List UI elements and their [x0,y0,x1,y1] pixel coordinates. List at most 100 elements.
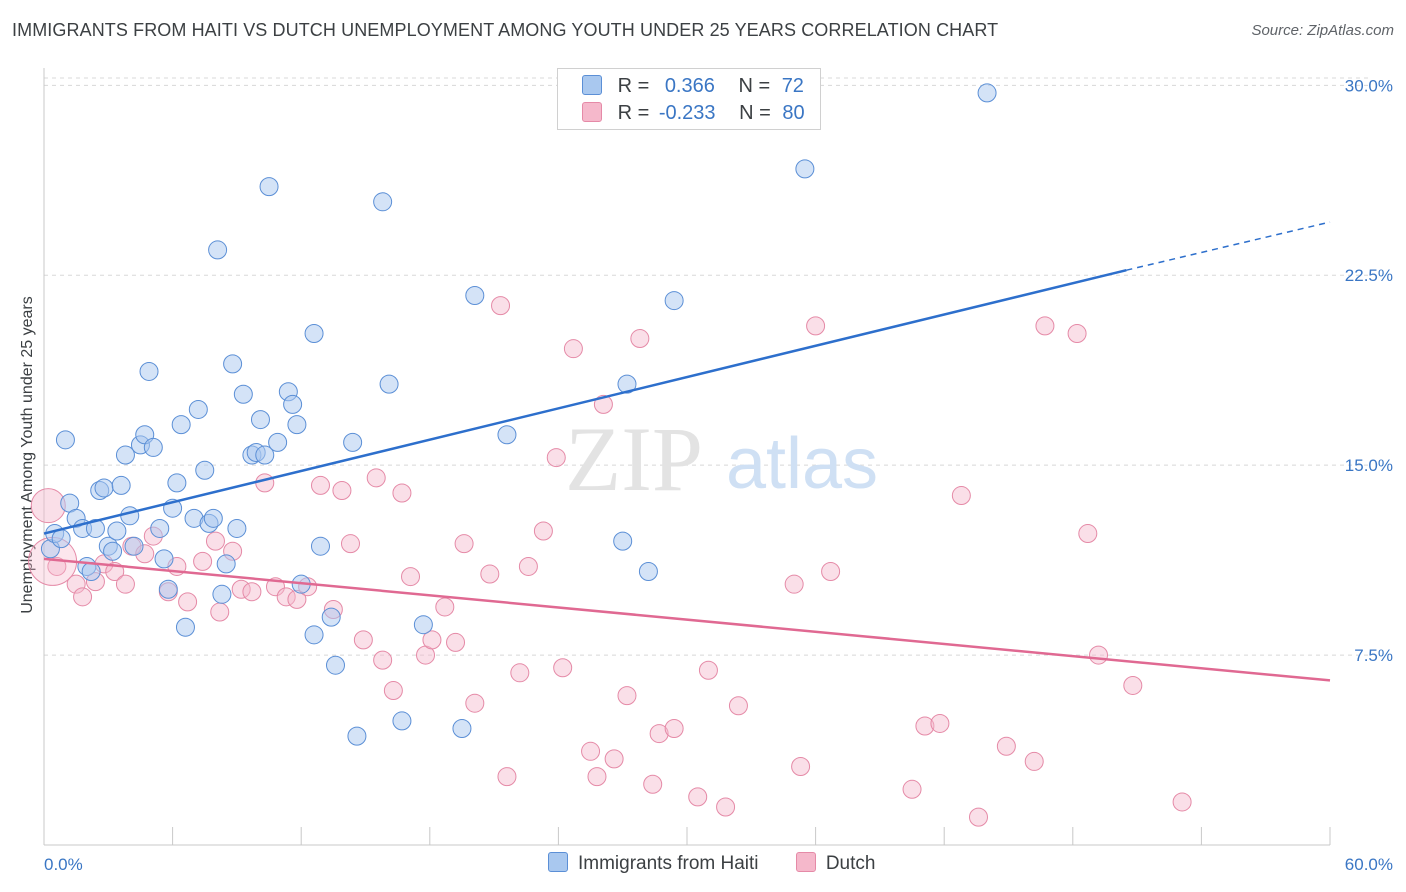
haiti-point [325,655,345,675]
dutch-point [951,486,971,506]
trend-lines [43,221,1331,682]
dutch-point [698,660,718,680]
dutch-legend-swatch [795,852,816,872]
dutch-point [497,767,517,787]
dutch-point [1078,524,1098,544]
dutch-point [806,316,826,336]
dutch-point [1024,751,1044,771]
legend-item-haiti: Immigrants from Haiti [548,852,759,875]
dutch-point [553,658,573,678]
dutch-point [996,736,1016,756]
haiti-point [51,529,71,549]
haiti-point [55,430,75,450]
x-tick-label: 60.0% [1345,855,1393,874]
dutch-point [210,602,230,622]
haiti-point [287,415,307,435]
haiti-point [347,726,367,746]
haiti-point [81,562,101,582]
dutch-point [1089,645,1109,665]
haiti-point [617,374,637,394]
gridlines [44,77,1368,656]
dutch-point [353,630,373,650]
haiti-point [120,506,140,526]
dutch-point [915,716,935,736]
haiti-point [150,518,170,538]
haiti-point [154,549,174,569]
y-tick-label: 15.0% [1345,456,1393,475]
dutch-point [821,562,841,582]
haiti-point [497,425,517,445]
dutch-point [373,650,393,670]
dutch-point [340,534,360,554]
dutch-point [563,339,583,359]
r-label: R = [617,75,650,97]
y-tick-label: 7.5% [1354,646,1393,665]
dutch-point [630,329,650,349]
haiti-point [304,625,324,645]
r-label: R = [617,102,650,124]
dutch-point [510,663,530,683]
dutch-point [422,630,442,650]
r-value: 0.366 [664,75,715,97]
dutch-point [454,534,474,554]
watermark: ZIP atlas [565,408,878,510]
legend-row-dutch: R = -0.233 N = 80 [582,102,805,128]
haiti-point [465,286,485,305]
dutch-point [617,686,637,706]
haiti-legend-label: Immigrants from Haiti [578,853,759,874]
dutch-point [1172,792,1192,812]
dutch-point [716,797,736,817]
dutch-point [533,521,553,541]
haiti-point [304,323,324,343]
r-value: -0.233 [658,102,716,124]
haiti-point [268,432,288,452]
haiti-swatch [582,75,602,95]
dutch-points [28,296,1192,827]
haiti-point [124,536,144,556]
dutch-point [791,757,811,776]
dutch-point [366,468,386,488]
x-tick-label: 0.0% [44,855,83,874]
haiti-point [171,415,191,435]
dutch-point [392,483,412,503]
haiti-point [392,711,412,731]
y-tick-label: 22.5% [1345,266,1393,285]
source-label: Source: ZipAtlas.com [1251,22,1394,39]
haiti-point [373,192,393,212]
dutch-point [1123,675,1143,695]
haiti-point [379,374,399,394]
dutch-trend-line [43,557,1331,682]
haiti-point [94,478,114,498]
dutch-point [968,807,988,827]
haiti-trend-line [43,268,1127,535]
dutch-point [518,556,538,576]
haiti-point [321,607,341,627]
haiti-point [255,445,275,465]
dutch-point [604,749,624,769]
legend-item-dutch: Dutch [795,852,876,875]
dutch-point [728,696,748,716]
dutch-point [193,551,213,571]
haiti-point [638,562,658,582]
haiti-point [188,399,208,419]
dutch-legend-label: Dutch [825,853,876,874]
dutch-point [310,475,330,495]
haiti-point [413,615,433,635]
haiti-point [103,541,123,561]
y-tick-label: 30.0% [1345,76,1393,95]
dutch-point [546,448,566,468]
dutch-point [664,719,684,739]
stats-legend: R = 0.366 N = 72 R = -0.233 N = 80 [557,68,821,130]
dutch-point [1067,323,1087,343]
haiti-point [212,584,232,604]
axes [43,68,1331,846]
dutch-point [465,693,485,713]
dutch-point [66,574,86,594]
haiti-point [107,521,127,541]
haiti-point [283,394,303,414]
dutch-point [115,574,135,594]
dutch-point [178,592,198,612]
dutch-point [581,741,601,761]
dutch-point [902,779,922,799]
